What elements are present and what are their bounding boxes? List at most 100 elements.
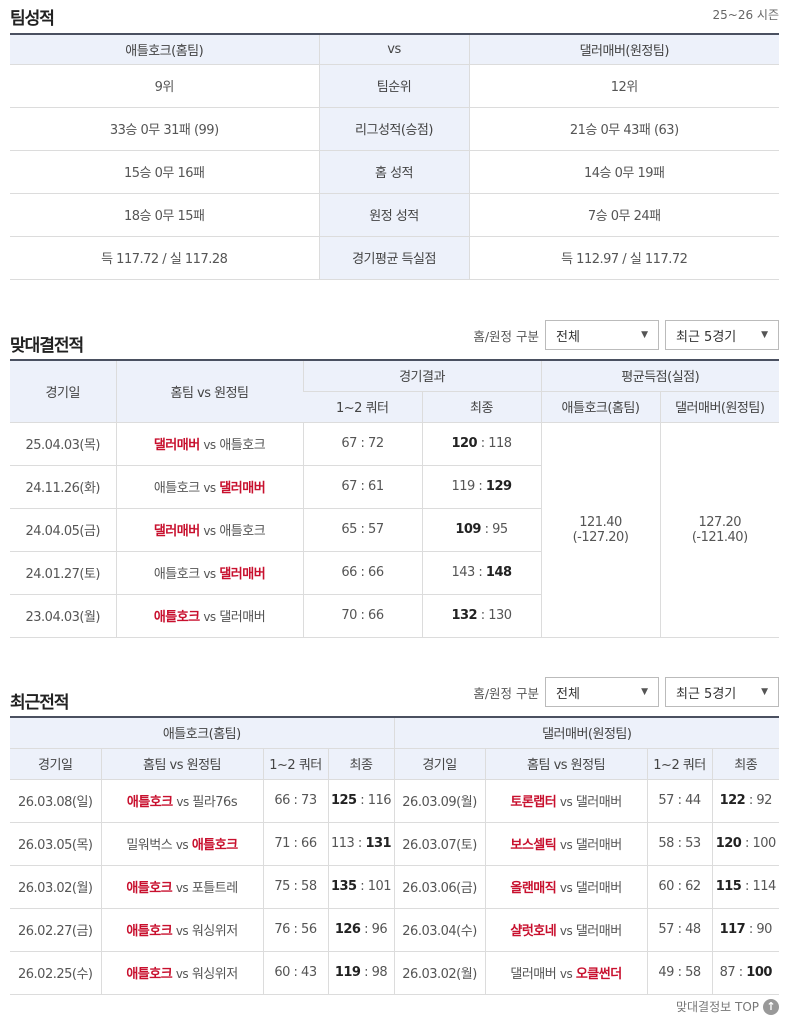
game-date: 26.03.02(월)	[393, 951, 486, 995]
table-row: 24.01.27(토) 애틀호크 vs 댈러매버 66 : 66 143 : 148	[10, 551, 779, 595]
vs-label: vs	[175, 924, 189, 938]
caret-down-icon: ▼	[761, 330, 768, 340]
q12-score: 75 : 58	[262, 865, 328, 909]
game-date: 26.03.09(월)	[393, 779, 486, 823]
matchup: 토론랩터 vs 댈러매버	[484, 779, 648, 823]
game-date: 24.11.26(화)	[10, 465, 116, 509]
q12-header: 1~2 쿼터	[262, 748, 328, 780]
home-score: 122	[719, 793, 746, 808]
game-date: 24.01.27(토)	[10, 551, 116, 595]
home-team: 올랜매직	[510, 881, 557, 896]
home-score: 120	[715, 836, 742, 851]
vs-label: vs	[203, 567, 216, 581]
home-value: 9위	[10, 64, 319, 108]
game-count-select[interactable]: 최근 5경기 ▼	[665, 677, 779, 707]
away-team: 댈러매버	[575, 924, 622, 939]
final-score: 122 : 92	[711, 779, 779, 823]
avg-home-cell: 121.40 (-127.20)	[540, 422, 660, 638]
vs-label: vs	[559, 881, 573, 895]
away-score: 96	[371, 922, 388, 937]
avg-home-header: 애틀호크(홈팀)	[540, 391, 660, 423]
away-team: 워싱위저	[191, 924, 238, 939]
table-row: 26.03.05(목) 밀워벅스 vs 애틀호크 71 : 66 113 : 131 2…	[10, 822, 779, 866]
vs-label: vs	[559, 838, 573, 852]
q12-score: 66 : 66	[302, 551, 422, 595]
home-away-select[interactable]: 전체 ▼	[545, 677, 659, 707]
home-score: 119	[334, 965, 361, 980]
stat-label: 원정 성적	[318, 193, 469, 237]
game-date: 26.03.06(금)	[393, 865, 486, 909]
stat-row: 9위 팀순위 12위	[10, 64, 779, 108]
season-label: 25~26 시즌	[712, 8, 780, 22]
home-team-header: 애틀호크(홈팀)	[10, 717, 395, 749]
matchup: 애틀호크 vs 워싱위저	[100, 908, 263, 952]
matchup: 댈러매버 vs 애틀호크	[115, 508, 303, 552]
home-team: 애틀호크	[153, 610, 200, 625]
vs-label: vs	[176, 795, 189, 809]
away-team: 댈러매버	[575, 881, 622, 896]
teams-header: 홈팀 vs 원정팀	[484, 748, 648, 780]
vs-label: vs	[203, 524, 216, 538]
home-team: 애틀호크	[153, 567, 200, 582]
home-team-header: 애틀호크(홈팀)	[10, 34, 319, 65]
game-date: 24.04.05(금)	[10, 508, 116, 552]
matchup: 애틀호크 vs 필라76s	[100, 779, 263, 823]
home-away-select[interactable]: 전체 ▼	[545, 320, 659, 350]
away-team-header: 댈러매버(원정팀)	[468, 34, 779, 65]
matchup: 애틀호크 vs 댈러매버	[115, 594, 303, 638]
top-link[interactable]: 맞대결정보 TOP ↑	[676, 998, 779, 1015]
away-team-header: 댈러매버(원정팀)	[393, 717, 779, 749]
final-score: 113 : 131	[327, 822, 395, 866]
matchup: 밀워벅스 vs 애틀호크	[100, 822, 263, 866]
game-date: 26.03.05(목)	[10, 822, 101, 866]
caret-down-icon: ▼	[641, 687, 648, 697]
avg-score: 127.20	[698, 514, 742, 530]
away-value: 득 112.97 / 실 117.72	[468, 236, 779, 280]
away-score: 116	[367, 793, 392, 808]
q12-score: 57 : 48	[646, 908, 713, 952]
away-score: 118	[488, 436, 512, 451]
home-score: 143	[451, 565, 475, 580]
home-score: 115	[715, 879, 742, 894]
away-score: 98	[371, 965, 388, 980]
away-value: 21승 0무 43패 (63)	[468, 107, 779, 151]
game-count-select[interactable]: 최근 5경기 ▼	[665, 320, 779, 350]
vs-label: vs	[559, 924, 573, 938]
game-date: 26.03.07(토)	[393, 822, 486, 866]
select-value: 전체	[556, 686, 580, 702]
vs-label: vs	[203, 481, 216, 495]
q12-score: 67 : 61	[302, 465, 422, 509]
q12-header: 1~2 쿼터	[303, 391, 422, 423]
home-team: 애틀호크	[153, 481, 200, 496]
home-score: 109	[455, 522, 481, 537]
filter-label: 홈/원정 구분	[473, 685, 539, 701]
q12-score: 60 : 43	[262, 951, 328, 995]
away-score: 92	[756, 793, 772, 808]
table-row: 26.02.27(금) 애틀호크 vs 워싱위저 76 : 56 126 : 96 26…	[10, 908, 779, 952]
home-team: 댈러매버	[153, 524, 200, 539]
matchup: 애틀호크 vs 댈러매버	[115, 465, 303, 509]
table-row: 24.11.26(화) 애틀호크 vs 댈러매버 67 : 61 119 : 129	[10, 465, 779, 509]
away-team: 댈러매버	[219, 567, 266, 582]
matchup: 댈러매버 vs 애틀호크	[115, 422, 303, 466]
select-value: 최근 5경기	[676, 329, 737, 345]
away-value: 12위	[468, 64, 779, 108]
home-score: 119	[451, 479, 475, 494]
final-score: 117 : 90	[711, 908, 779, 952]
final-score: 125 : 116	[327, 779, 395, 823]
date-header: 경기일	[10, 748, 101, 780]
away-team: 애틀호크	[219, 524, 266, 539]
matchup: 댈러매버 vs 오클썬더	[484, 951, 648, 995]
matchup: 애틀호크 vs 댈러매버	[115, 551, 303, 595]
game-date: 26.02.27(금)	[10, 908, 101, 952]
final-header: 최종	[421, 391, 541, 423]
q12-score: 66 : 73	[262, 779, 328, 823]
home-team: 애틀호크	[126, 924, 173, 939]
away-team: 워싱위저	[191, 967, 238, 982]
final-score: 126 : 96	[327, 908, 395, 952]
q12-score: 58 : 53	[646, 822, 713, 866]
vs-label: vs	[559, 795, 573, 809]
matchup: 샬럿호네 vs 댈러매버	[484, 908, 648, 952]
q12-score: 70 : 66	[302, 594, 422, 638]
away-score: 95	[492, 522, 508, 537]
